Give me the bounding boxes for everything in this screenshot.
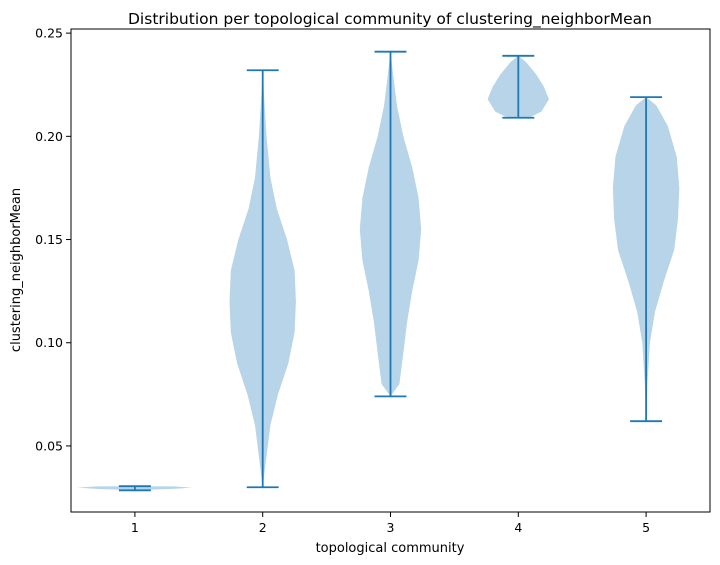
y-axis-ticks: 0.05 0.10 0.15 0.20 0.25 — [35, 26, 71, 453]
x-tick-label: 5 — [642, 520, 650, 535]
x-axis-label: topological community — [316, 541, 465, 556]
x-tick-label: 4 — [514, 520, 522, 535]
y-tick-label: 0.15 — [35, 232, 63, 247]
y-axis-label: clustering_neighborMean — [9, 188, 24, 352]
violin-3 — [359, 50, 422, 398]
y-tick-label: 0.05 — [35, 438, 63, 453]
y-tick-label: 0.10 — [35, 335, 63, 350]
violin-4 — [487, 54, 549, 119]
chart-title: Distribution per topological community o… — [128, 10, 652, 29]
violin-2 — [229, 69, 296, 489]
x-tick-label: 2 — [259, 520, 267, 535]
x-tick-label: 3 — [387, 520, 395, 535]
y-tick-label: 0.20 — [35, 129, 63, 144]
x-axis-ticks: 1 2 3 4 5 — [131, 512, 650, 535]
violin-5 — [612, 96, 680, 423]
violin-1 — [77, 485, 193, 492]
y-tick-label: 0.25 — [35, 26, 63, 41]
x-tick-label: 1 — [131, 520, 139, 535]
violins — [77, 50, 680, 492]
